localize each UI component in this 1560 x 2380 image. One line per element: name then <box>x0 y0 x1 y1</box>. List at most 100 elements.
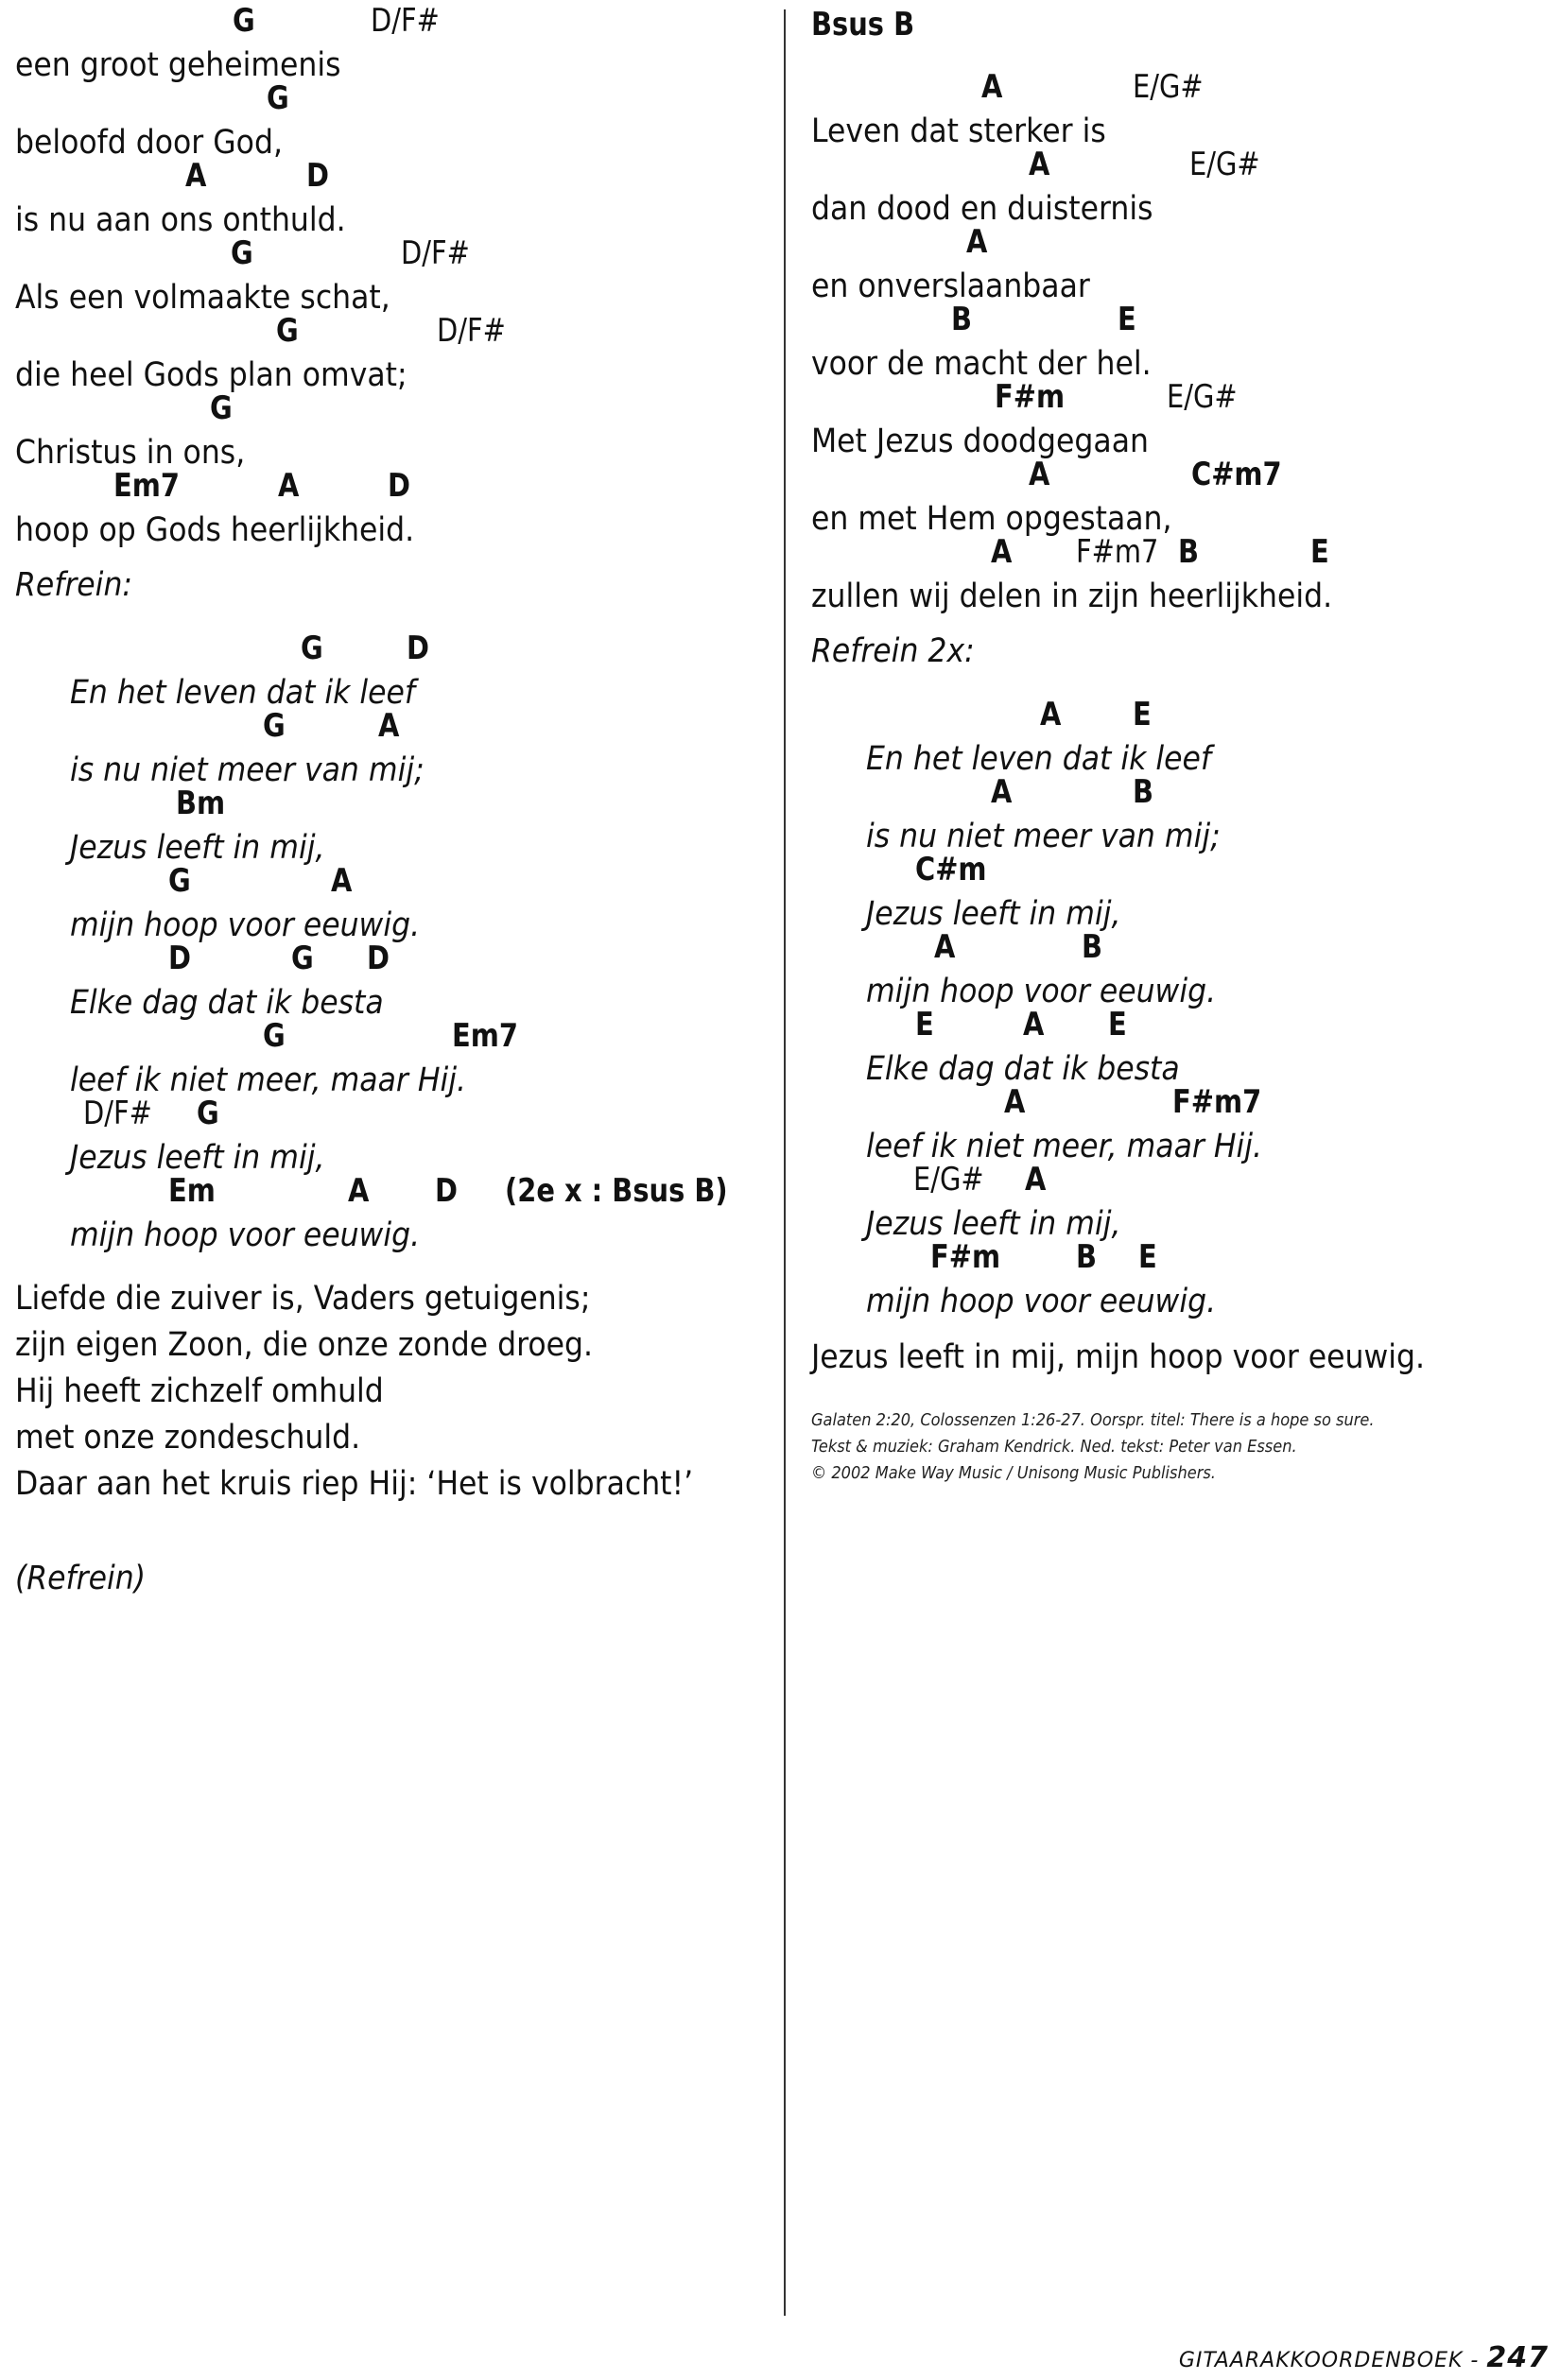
chord-label: B <box>1133 773 1154 811</box>
chord-row: G <box>15 78 790 125</box>
chord-lyric-line: G D/F# Als een volmaakte schat, <box>15 233 790 317</box>
chord-label: Bm <box>176 785 226 822</box>
verse-stanza: A E/G# Leven dat sterker is A E/G# dan dood e… <box>811 66 1560 615</box>
chord-label: G <box>210 389 233 427</box>
chord-lyric-line: Bm Jezus leeft in mij, <box>15 783 790 867</box>
credit-line: Tekst & muziek: Graham Kendrick. Ned. te… <box>811 1437 1297 1457</box>
chord-lyric-line: F#m E/G# Met Jezus doodgegaan <box>811 376 1560 460</box>
chord-label: B <box>951 301 973 338</box>
chord-label: C#m <box>915 851 987 888</box>
chord-row: A F#m7 B E <box>811 531 1560 578</box>
chord-label: E <box>915 1006 934 1043</box>
chord-label: E/G# <box>1189 146 1260 183</box>
chord-label: Em7 <box>452 1017 518 1055</box>
chord-label: G <box>301 629 323 667</box>
chord-label: A <box>1029 456 1050 493</box>
chord-label: A <box>185 157 207 195</box>
chord-row: A <box>811 221 1560 268</box>
chord-label: A <box>1004 1083 1026 1121</box>
chord-lyric-line: A E/G# dan dood en duisternis <box>811 144 1560 228</box>
chord-label: A <box>991 533 1013 571</box>
refrain-label: Refrein 2x: <box>811 632 975 670</box>
chord-label: A <box>331 862 353 900</box>
chord-label: A <box>378 707 400 745</box>
chord-label: A <box>1025 1161 1047 1199</box>
chord-label: B <box>1178 533 1200 571</box>
lyric-line: is nu aan ons onthuld. <box>15 201 346 239</box>
chord-label: A <box>966 223 988 261</box>
chord-row: G Em7 <box>15 1015 790 1062</box>
chord-row: D/F# G <box>15 1093 790 1140</box>
chord-label: Bsus B <box>811 6 915 43</box>
lyric-line: mijn hoop voor eeuwig. <box>866 973 1217 1010</box>
lyric-line: zullen wij delen in zijn heerlijkheid. <box>811 578 1333 615</box>
chord-row: F#m B E <box>811 1236 1560 1284</box>
chord-label: D <box>435 1172 458 1210</box>
lyric-line: leef ik niet meer, maar Hij. <box>70 1061 467 1099</box>
chord-label: (2e x : Bsus B) <box>505 1172 728 1210</box>
prose-line: met onze zondeschuld. <box>15 1419 361 1457</box>
chord-row: Em A D (2e x : Bsus B) <box>15 1170 790 1217</box>
chord-label: D/F# <box>83 1095 152 1132</box>
chord-row: G D/F# <box>15 310 790 357</box>
lyric-line: Met Jezus doodgegaan <box>811 423 1149 460</box>
chord-label: A <box>348 1172 370 1210</box>
lyric-line: hoop op Gods heerlijkheid. <box>15 511 415 549</box>
chord-label: G <box>263 1017 286 1055</box>
lyric-line: Elke dag dat ik besta <box>70 984 384 1022</box>
chord-label: A <box>1023 1006 1045 1043</box>
credit-line: Galaten 2:20, Colossenzen 1:26-27. Oorsp… <box>811 1410 1375 1430</box>
lyric-line: en met Hem opgestaan, <box>811 500 1172 538</box>
lyric-line: is nu niet meer van mij; <box>866 818 1221 855</box>
chord-row: C#m <box>811 849 1560 896</box>
lyric-line: die heel Gods plan omvat; <box>15 356 407 394</box>
chord-label: G <box>233 2 255 40</box>
lyric-line: Jezus leeft in mij, <box>866 1205 1121 1243</box>
credit-line: © 2002 Make Way Music / Unisong Music Pu… <box>811 1463 1216 1483</box>
chord-label: A <box>1040 696 1062 733</box>
lyric-line: Jezus leeft in mij, <box>70 1139 325 1177</box>
chord-row: G D/F# <box>15 233 790 280</box>
chord-lyric-line: C#m Jezus leeft in mij, <box>811 849 1560 933</box>
chord-label: G <box>291 940 314 977</box>
prose-line: Hij heeft zichzelf omhuld <box>15 1372 384 1410</box>
chord-label: D <box>388 467 410 505</box>
chord-lyric-line: A C#m7 en met Hem opgestaan, <box>811 454 1560 538</box>
chord-row: G D/F# <box>15 0 790 47</box>
lyric-line: dan dood en duisternis <box>811 190 1153 228</box>
chord-label: F#m7 <box>1076 533 1159 571</box>
chord-row: F#m E/G# <box>811 376 1560 423</box>
chord-label: D/F# <box>401 234 470 272</box>
footer-separator: - <box>1463 2349 1487 2372</box>
chord-label: D/F# <box>437 312 506 350</box>
chord-row: G <box>15 388 790 435</box>
chord-lyric-line: A E En het leven dat ik leef <box>811 694 1560 778</box>
chord-label: E <box>1118 301 1136 338</box>
chord-label: A <box>1029 146 1050 183</box>
lyric-line: Als een volmaakte schat, <box>15 279 390 317</box>
lyric-line: mijn hoop voor eeuwig. <box>866 1283 1217 1320</box>
lyric-line: Elke dag dat ik besta <box>866 1050 1180 1088</box>
prose-line: Daar aan het kruis riep Hij: ‘Het is vol… <box>15 1465 694 1503</box>
lyric-line: Jezus leeft in mij, <box>866 895 1121 933</box>
chord-label: G <box>267 79 289 117</box>
chord-label: G <box>168 862 191 900</box>
chord-row: Em7 A D <box>15 465 790 512</box>
closing-line: Jezus leeft in mij, mijn hoop voor eeuwi… <box>811 1338 1426 1376</box>
lyric-line: Leven dat sterker is <box>811 112 1106 150</box>
